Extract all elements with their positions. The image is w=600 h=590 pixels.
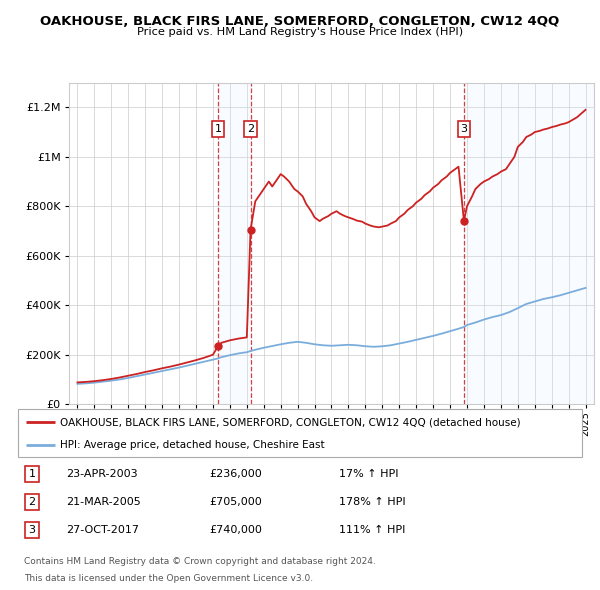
Bar xyxy=(464,83,594,404)
Text: 23-APR-2003: 23-APR-2003 xyxy=(66,469,137,479)
Text: £236,000: £236,000 xyxy=(210,469,263,479)
Text: 3: 3 xyxy=(460,124,467,134)
Text: £740,000: £740,000 xyxy=(210,525,263,535)
Text: 111% ↑ HPI: 111% ↑ HPI xyxy=(340,525,406,535)
Text: OAKHOUSE, BLACK FIRS LANE, SOMERFORD, CONGLETON, CW12 4QQ (detached house): OAKHOUSE, BLACK FIRS LANE, SOMERFORD, CO… xyxy=(60,417,521,427)
Text: Price paid vs. HM Land Registry's House Price Index (HPI): Price paid vs. HM Land Registry's House … xyxy=(137,27,463,37)
Text: 1: 1 xyxy=(215,124,222,134)
Text: 3: 3 xyxy=(29,525,35,535)
Text: HPI: Average price, detached house, Cheshire East: HPI: Average price, detached house, Ches… xyxy=(60,440,325,450)
Text: 2: 2 xyxy=(247,124,254,134)
Text: 1: 1 xyxy=(29,469,35,479)
Text: 27-OCT-2017: 27-OCT-2017 xyxy=(66,525,139,535)
Text: 2: 2 xyxy=(29,497,35,507)
Text: £705,000: £705,000 xyxy=(210,497,263,507)
Text: 178% ↑ HPI: 178% ↑ HPI xyxy=(340,497,406,507)
Text: Contains HM Land Registry data © Crown copyright and database right 2024.: Contains HM Land Registry data © Crown c… xyxy=(24,557,376,566)
Text: 21-MAR-2005: 21-MAR-2005 xyxy=(66,497,140,507)
Text: This data is licensed under the Open Government Licence v3.0.: This data is licensed under the Open Gov… xyxy=(24,573,313,583)
Bar xyxy=(218,83,251,404)
Text: 17% ↑ HPI: 17% ↑ HPI xyxy=(340,469,399,479)
Text: OAKHOUSE, BLACK FIRS LANE, SOMERFORD, CONGLETON, CW12 4QQ: OAKHOUSE, BLACK FIRS LANE, SOMERFORD, CO… xyxy=(40,15,560,28)
FancyBboxPatch shape xyxy=(18,409,582,457)
